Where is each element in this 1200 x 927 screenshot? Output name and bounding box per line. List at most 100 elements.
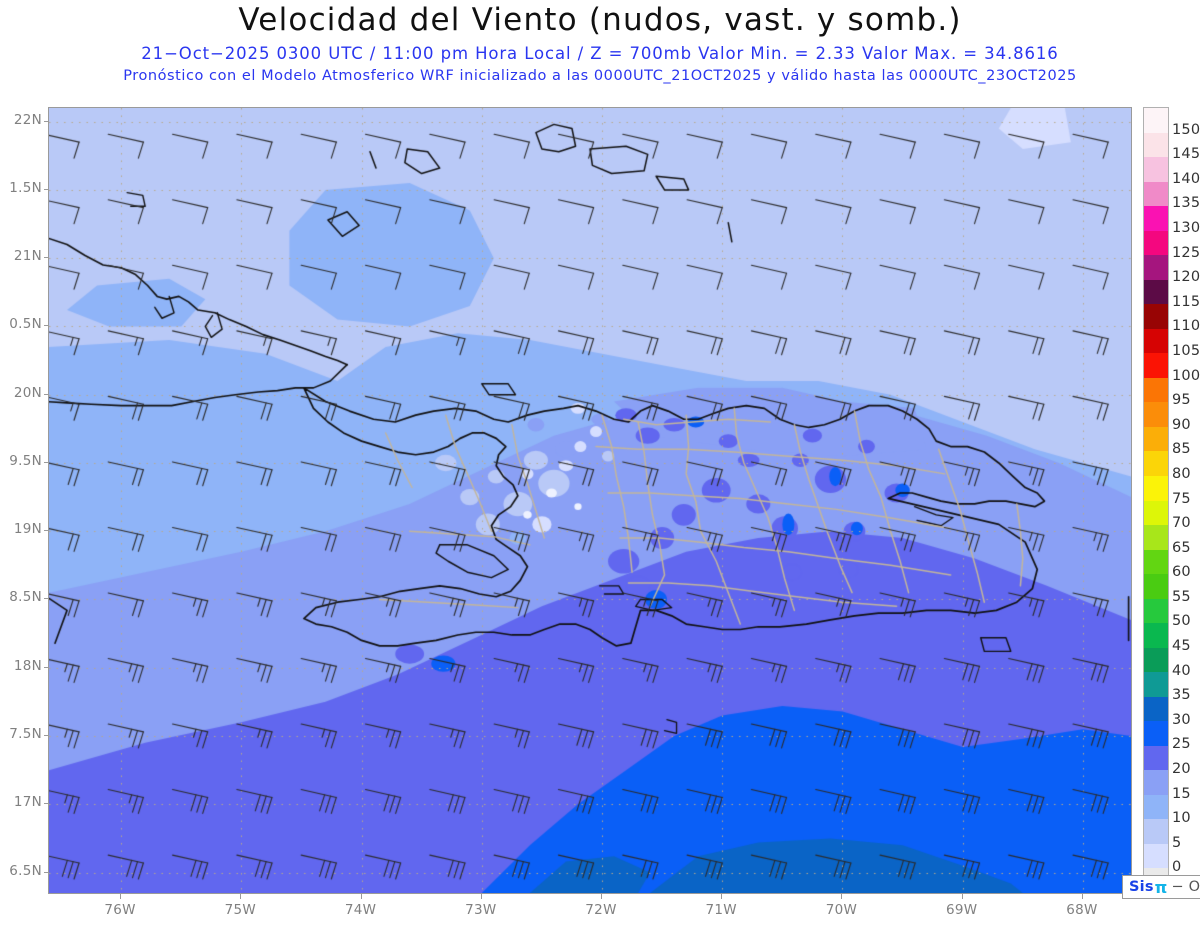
- colorbar-band-12: [1144, 402, 1168, 427]
- lat-tick-18N: 18N: [13, 657, 42, 674]
- colorbar-tick-45: 45: [1172, 638, 1191, 655]
- colorbar-tick-90: 90: [1172, 416, 1191, 433]
- colorbar-band-2: [1144, 157, 1168, 182]
- colorbar-tick-75: 75: [1172, 490, 1191, 507]
- map-plot-area[interactable]: [48, 107, 1132, 894]
- lat-tickmark: [44, 803, 48, 805]
- lat-tick-19N: 19N: [13, 521, 42, 538]
- colorbar-tick-95: 95: [1172, 392, 1191, 409]
- colorbar-band-3: [1144, 181, 1168, 207]
- lon-tickmark: [240, 894, 242, 899]
- colorbar-tick-30: 30: [1172, 711, 1191, 728]
- colorbar-band-14: [1144, 451, 1168, 476]
- lat-tickmark: [44, 598, 48, 600]
- lat-tick-7.5N: 7.5N: [9, 726, 42, 742]
- colorbar-tick-50: 50: [1172, 613, 1191, 630]
- lon-tickmark: [360, 894, 362, 899]
- colorbar-band-1: [1144, 132, 1168, 158]
- colorbar-tick-10: 10: [1172, 810, 1191, 827]
- colorbar-band-27: [1144, 770, 1168, 795]
- colorbar-band-16: [1144, 500, 1168, 526]
- provider-watermark: Sis π − ONAMET/REP.DOM.: [1122, 875, 1200, 899]
- colorbar-tick-135: 135: [1172, 195, 1200, 212]
- colorbar-tick-labels: 150 145 140 135 130 125 120 115 110 105 100 95 90 85 8…: [1172, 107, 1200, 894]
- lon-tickmark: [841, 894, 843, 899]
- colorbar-band-8: [1144, 304, 1168, 329]
- colorbar-band-5: [1144, 230, 1168, 256]
- colorbar-tick-105: 105: [1172, 342, 1200, 359]
- colorbar-band-6: [1144, 255, 1168, 280]
- colorbar-band-24: [1144, 696, 1168, 722]
- lon-tick-70W: 70W: [825, 902, 858, 918]
- page-title: Velocidad del Viento (nudos, vast. y som…: [238, 2, 962, 38]
- lat-tick-1.5N: 1.5N: [9, 179, 42, 196]
- watermark-sis-text: Sis: [1129, 879, 1154, 895]
- colorbar-tick-85: 85: [1172, 441, 1191, 458]
- lat-tickmark: [44, 530, 48, 532]
- lat-tickmark: [44, 735, 48, 736]
- colorbar-band-26: [1144, 745, 1168, 771]
- colorbar-tick-100: 100: [1172, 367, 1200, 384]
- colorbar-tick-55: 55: [1172, 588, 1191, 605]
- lon-tickmark: [601, 894, 603, 899]
- subtitle-model-info: Pronóstico con el Modelo Atmosferico WRF…: [123, 68, 1077, 84]
- lon-tickmark: [120, 894, 122, 899]
- colorbar-band-28: [1144, 794, 1168, 820]
- lon-tick-71W: 71W: [705, 902, 737, 918]
- lat-tickmark: [44, 120, 48, 122]
- colorbar-band-18: [1144, 549, 1168, 575]
- lat-tick-17N: 17N: [13, 794, 42, 811]
- colorbar-band-25: [1144, 721, 1168, 746]
- colorbar-band-21: [1144, 623, 1168, 648]
- lat-tickmark: [44, 461, 48, 463]
- lat-tick-22N: 22N: [13, 111, 42, 128]
- lon-tick-72W: 72W: [585, 902, 617, 918]
- lat-tick-6.5N: 6.5N: [9, 862, 42, 879]
- colorbar-tick-70: 70: [1172, 515, 1191, 532]
- colorbar-band-29: [1144, 819, 1168, 844]
- colorbar-tick-0: 0: [1172, 859, 1182, 876]
- colorbar-tick-150: 150: [1172, 121, 1200, 138]
- colorbar-band-13: [1144, 426, 1168, 452]
- lat-tick-8.5N: 8.5N: [9, 589, 42, 606]
- lon-tick-74W: 74W: [344, 902, 377, 918]
- lat-tick-0.5N: 0.5N: [9, 316, 42, 333]
- colorbar-tick-15: 15: [1172, 785, 1191, 802]
- watermark-pi-icon: π: [1154, 877, 1168, 897]
- colorbar-band-15: [1144, 475, 1168, 501]
- colorbar[interactable]: [1143, 107, 1169, 894]
- colorbar-band-9: [1144, 328, 1168, 354]
- colorbar-tick-80: 80: [1172, 465, 1191, 482]
- colorbar-tick-140: 140: [1172, 170, 1200, 187]
- lon-tick-73W: 73W: [465, 902, 497, 918]
- lon-tick-68W: 68W: [1066, 902, 1098, 918]
- colorbar-band-7: [1144, 279, 1168, 305]
- lat-tick-20N: 20N: [13, 384, 42, 401]
- lat-tickmark: [44, 393, 48, 395]
- colorbar-tick-65: 65: [1172, 539, 1191, 556]
- lat-tickmark: [44, 666, 48, 668]
- colorbar-band-30: [1144, 843, 1168, 869]
- lat-tickmark: [44, 325, 48, 327]
- lon-tick-76W: 76W: [104, 902, 136, 918]
- lat-tickmark: [44, 257, 48, 259]
- watermark-agency-text: − ONAMET/REP.DOM.: [1171, 879, 1200, 895]
- colorbar-tick-25: 25: [1172, 736, 1191, 753]
- lat-tick-9.5N: 9.5N: [9, 452, 42, 469]
- lon-tick-75W: 75W: [224, 902, 257, 918]
- colorbar-band-11: [1144, 377, 1168, 403]
- colorbar-tick-115: 115: [1172, 293, 1200, 310]
- colorbar-tick-125: 125: [1172, 244, 1200, 261]
- lon-tickmark: [961, 894, 963, 899]
- lat-tick-21N: 21N: [13, 248, 42, 265]
- colorbar-band-0: [1144, 108, 1168, 133]
- chart-header: Velocidad del Viento (nudos, vast. y som…: [0, 0, 1200, 95]
- colorbar-tick-20: 20: [1172, 761, 1191, 778]
- colorbar-tick-35: 35: [1172, 687, 1191, 704]
- lat-tickmark: [44, 871, 48, 873]
- colorbar-tick-120: 120: [1172, 269, 1200, 286]
- lon-tickmark: [1081, 894, 1083, 899]
- lon-tickmark: [721, 894, 723, 899]
- colorbar-tick-130: 130: [1172, 219, 1200, 236]
- colorbar-tick-145: 145: [1172, 146, 1200, 163]
